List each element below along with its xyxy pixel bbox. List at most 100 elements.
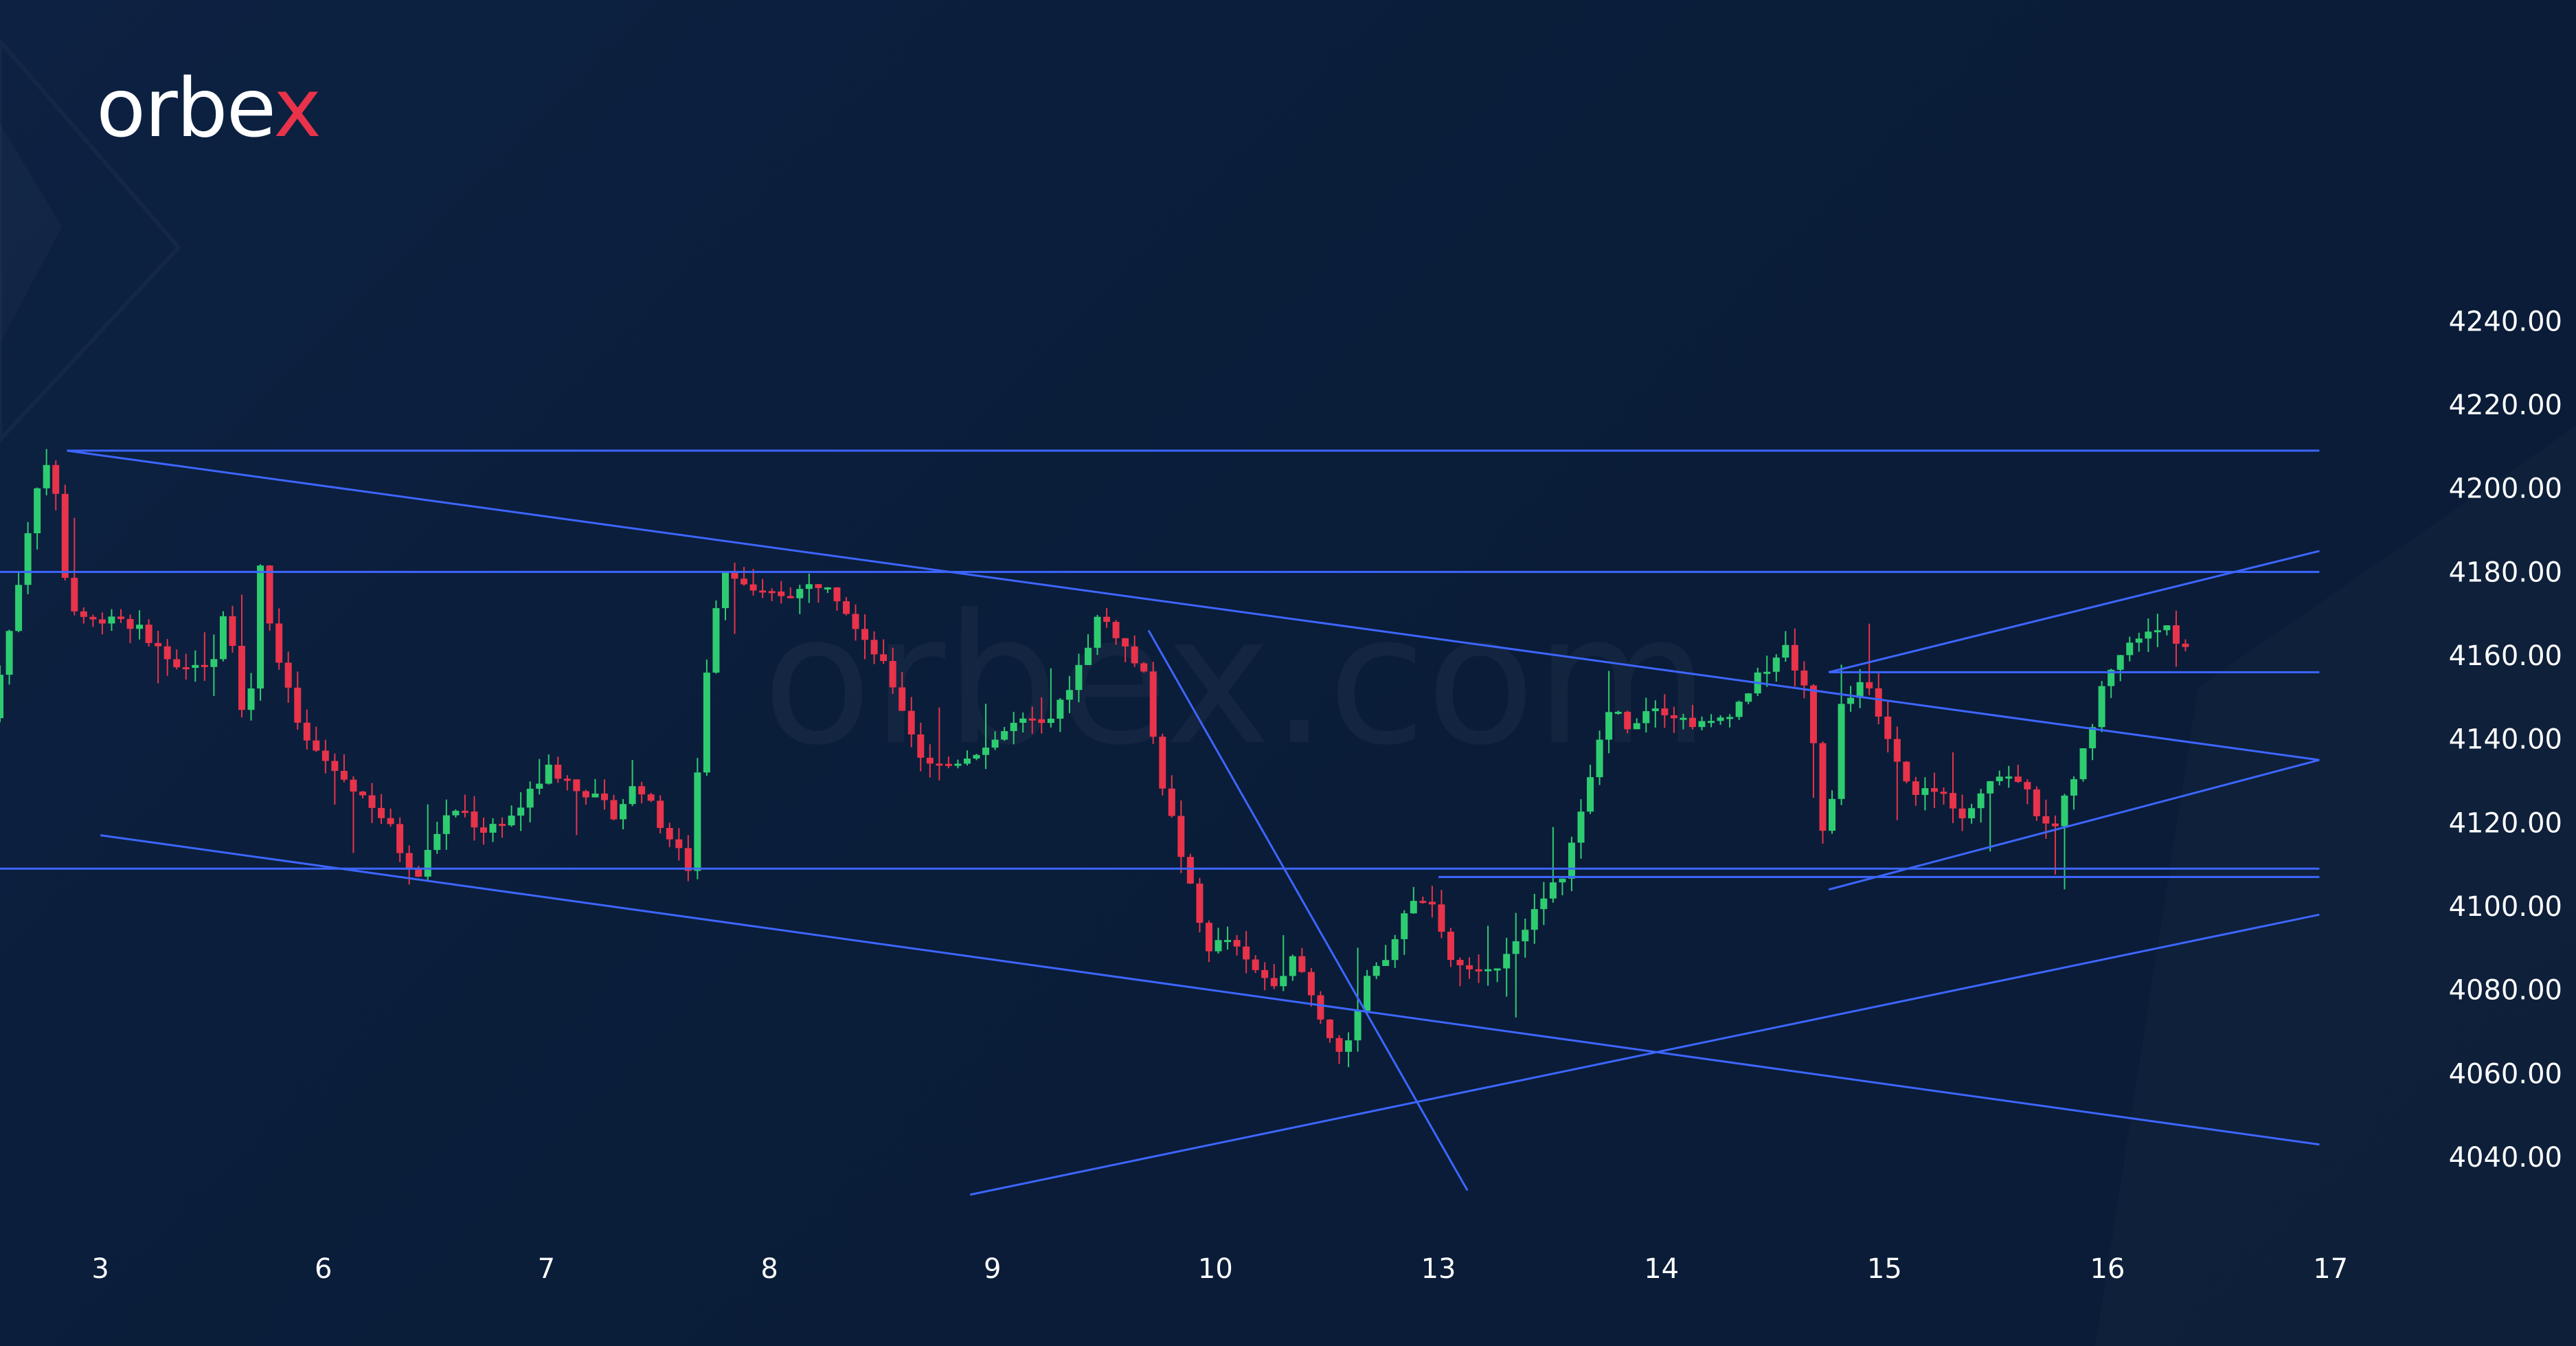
candle xyxy=(1122,638,1129,662)
candle-body xyxy=(796,589,804,598)
candle xyxy=(2089,724,2097,761)
candle xyxy=(1559,878,1566,895)
candle-body xyxy=(2108,669,2115,686)
candle xyxy=(1912,776,1919,806)
candle-body xyxy=(1382,960,1390,966)
candle xyxy=(2033,786,2040,821)
x-tick-label: 8 xyxy=(760,1253,778,1285)
candle xyxy=(1364,969,1371,1015)
candle-body xyxy=(899,687,906,711)
candle-body xyxy=(321,750,329,761)
candle xyxy=(1698,716,1706,730)
candle-body xyxy=(1800,670,1808,686)
candle xyxy=(396,817,404,862)
candle xyxy=(1307,967,1315,1007)
candle-body xyxy=(1001,731,1008,740)
candle xyxy=(1633,718,1640,730)
candle-body xyxy=(1708,721,1715,724)
candle-body xyxy=(1410,901,1417,914)
candle-body xyxy=(1186,857,1194,884)
candle-body xyxy=(1401,913,1408,939)
candle xyxy=(89,614,97,627)
candle xyxy=(936,707,943,781)
candle xyxy=(1809,684,1817,798)
candle-body xyxy=(387,818,394,825)
candle xyxy=(620,798,627,829)
candle-body xyxy=(1094,616,1101,648)
candle-body xyxy=(1317,995,1324,1020)
candle-body xyxy=(1057,699,1064,719)
candle xyxy=(1940,787,1947,805)
candle xyxy=(1605,671,1613,754)
candle-body xyxy=(1968,808,1976,818)
candle-body xyxy=(1484,969,1492,972)
candle-body xyxy=(545,764,552,784)
candle xyxy=(1866,623,1873,695)
candle-body xyxy=(1010,722,1017,732)
candle xyxy=(442,799,450,850)
candle xyxy=(1419,896,1427,904)
candle-body xyxy=(536,783,543,789)
candle-body xyxy=(973,754,980,759)
candle xyxy=(824,587,831,594)
candle-body xyxy=(182,667,190,670)
candle xyxy=(1094,614,1101,655)
candle xyxy=(1382,945,1390,967)
candle-body xyxy=(926,757,934,764)
candle-body xyxy=(1950,793,1957,809)
candle-body xyxy=(266,565,273,624)
candle xyxy=(247,673,255,721)
candle xyxy=(600,779,608,810)
candle xyxy=(257,564,264,701)
candle-body xyxy=(1614,711,1622,714)
candle xyxy=(1950,752,1957,823)
candle-body xyxy=(2135,638,2143,643)
candle-body xyxy=(1270,978,1278,987)
candle xyxy=(703,659,710,776)
x-tick-label: 10 xyxy=(1198,1253,1233,1285)
candle-body xyxy=(1428,901,1436,905)
candle-body xyxy=(2089,727,2097,749)
candle-body xyxy=(1243,946,1250,960)
candle xyxy=(126,614,134,644)
candle xyxy=(1112,620,1120,645)
candle-body xyxy=(201,664,208,667)
candle xyxy=(526,781,534,823)
candle-body xyxy=(1745,693,1752,702)
candle-body xyxy=(517,807,525,816)
candle xyxy=(43,449,50,495)
candle-body xyxy=(889,661,896,688)
candle-body xyxy=(210,659,218,667)
candle xyxy=(1289,954,1296,981)
candle-body xyxy=(368,795,376,808)
candle xyxy=(2116,654,2124,682)
candle-body xyxy=(284,662,292,688)
y-tick-label: 4140.00 xyxy=(2449,724,2562,756)
candle xyxy=(1317,991,1324,1024)
candle xyxy=(303,709,310,750)
trendlines xyxy=(0,449,2320,1196)
candle xyxy=(266,565,273,631)
candle xyxy=(842,596,850,616)
candle xyxy=(749,568,757,596)
candle-body xyxy=(1224,940,1232,943)
candle xyxy=(2014,764,2022,783)
candle xyxy=(2108,669,2115,698)
candle xyxy=(1140,662,1148,673)
x-tick-label: 16 xyxy=(2090,1253,2125,1285)
candle-body xyxy=(303,722,310,741)
candle xyxy=(1103,608,1111,628)
x-tick-label: 6 xyxy=(315,1253,332,1285)
candle xyxy=(201,632,208,681)
candle xyxy=(582,789,589,805)
candle xyxy=(378,794,385,825)
candle xyxy=(1884,701,1892,753)
candle xyxy=(173,649,181,670)
candle-body xyxy=(5,631,13,675)
candle xyxy=(275,608,283,670)
candle xyxy=(71,517,78,616)
candle xyxy=(1735,700,1743,720)
candle-body xyxy=(721,571,729,609)
candle-body xyxy=(24,533,32,585)
